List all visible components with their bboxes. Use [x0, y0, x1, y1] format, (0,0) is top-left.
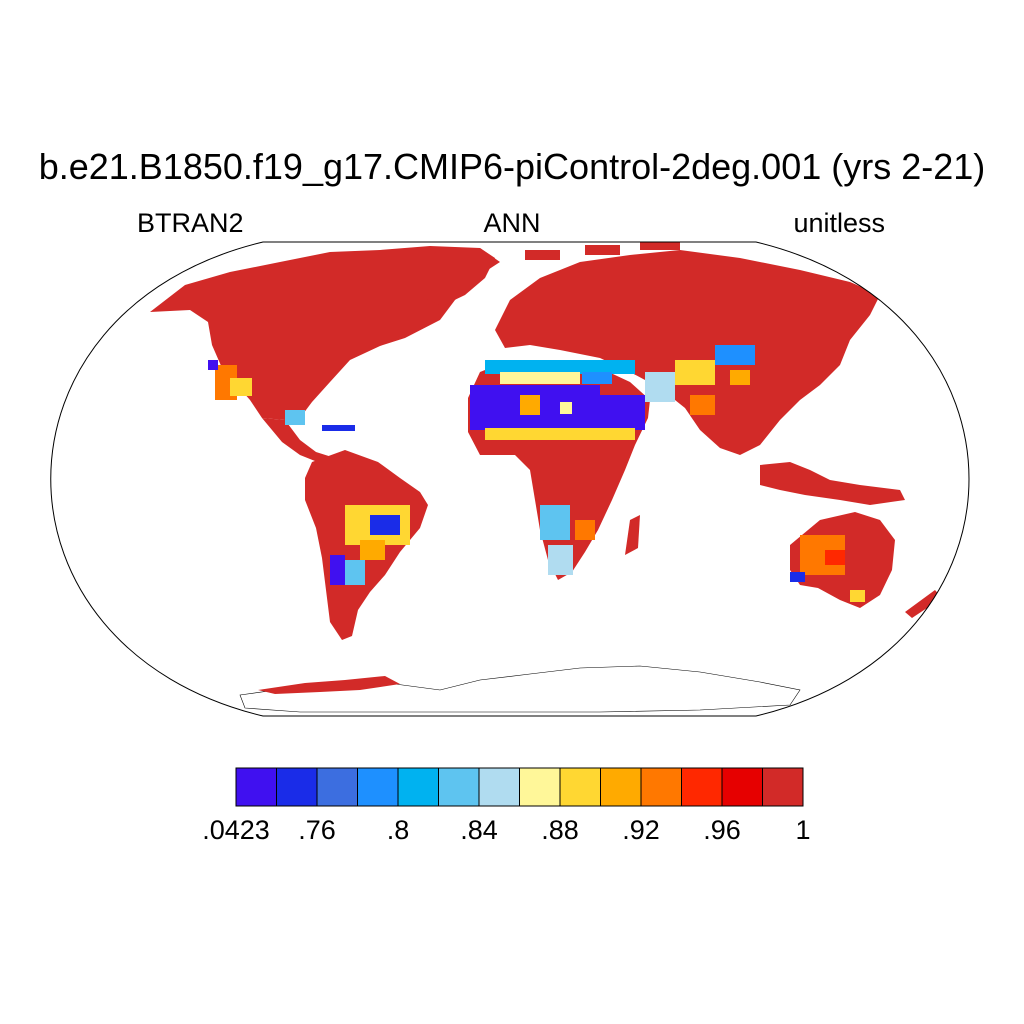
colorbar-swatch: [762, 767, 804, 807]
land-antarctic-peninsula: [258, 676, 400, 694]
colorbar-tick-label: .0423: [202, 815, 270, 845]
colorbar-swatch: [559, 767, 601, 807]
land-caribbean: [322, 425, 355, 431]
colorbar-swatch: [600, 767, 642, 807]
north-america-dry-values: [208, 360, 305, 425]
land-antarctica: [239, 665, 801, 713]
plot-title: b.e21.B1850.f19_g17.CMIP6-piControl-2deg…: [38, 146, 986, 187]
map-boundary: [50, 241, 970, 717]
colorbar-swatch: [478, 767, 520, 807]
colorbar-swatch: [235, 767, 277, 807]
colorbar-swatch: [397, 767, 439, 807]
colorbar-swatch: [316, 767, 358, 807]
colorbar-tick-label: 1: [795, 815, 810, 845]
colorbar-swatch: [681, 767, 723, 807]
land-new-zealand: [905, 590, 942, 618]
arabia-central-asia-values: [645, 345, 755, 415]
colorbar-swatch: [438, 767, 480, 807]
colorbar-swatch: [721, 767, 763, 807]
colorbar-swatch: [519, 767, 561, 807]
land-maritime-se-asia: [760, 462, 905, 505]
variable-label: BTRAN2: [137, 208, 244, 238]
australia-values: [790, 535, 865, 602]
colorbar-swatch: [357, 767, 399, 807]
land-eurasia: [495, 250, 880, 455]
land-north-america: [150, 246, 500, 420]
colorbar-tick-label: .84: [460, 815, 498, 845]
season-label: ANN: [483, 208, 541, 238]
sahara-low-values: [470, 360, 645, 440]
units-label: unitless: [793, 208, 885, 238]
colorbar-tick-label: .96: [703, 815, 741, 845]
colorbar-tick-label: .92: [622, 815, 660, 845]
south-america-dry-values: [330, 505, 410, 585]
colorbar-swatch: [276, 767, 318, 807]
colorbar-tick-label: .88: [541, 815, 579, 845]
southern-africa-values: [540, 505, 595, 575]
land-arctic-islands: [525, 242, 680, 260]
colorbar-swatch: [640, 767, 682, 807]
land-greenland: [410, 248, 495, 306]
colorbar-tick-label: .8: [387, 815, 410, 845]
land-central-america: [262, 418, 345, 470]
colorbar-tick-label: .76: [298, 815, 336, 845]
land-madagascar: [625, 515, 640, 555]
